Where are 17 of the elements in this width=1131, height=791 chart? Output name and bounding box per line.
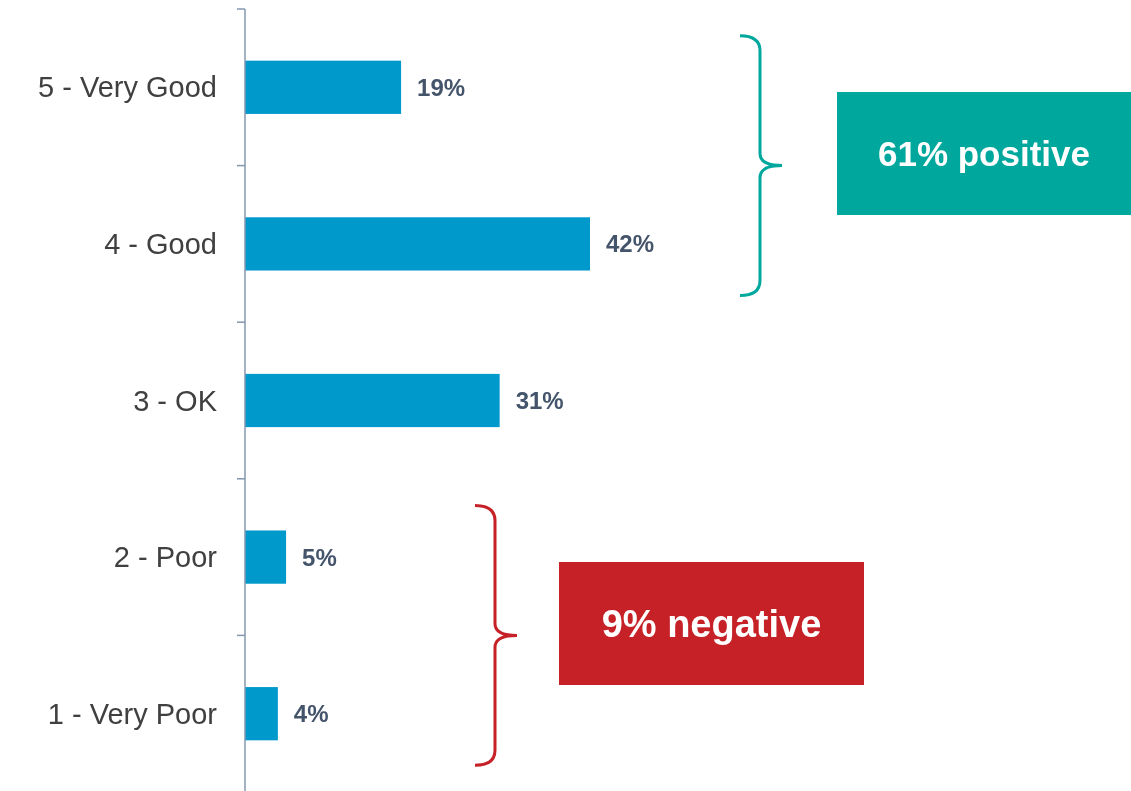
y-tick-label: 5 - Very Good [38,71,217,104]
bar [245,530,287,584]
bar [245,373,500,428]
data-label: 4% [293,700,329,728]
data-label: 19% [417,73,466,101]
text: 9% negative [601,602,822,645]
data-label: 5% [302,543,337,571]
data-label: 31% [515,387,564,414]
data-label: 42% [606,230,655,258]
y-tick-label: 3 - OK [133,384,218,417]
bar [245,687,278,741]
bar [245,60,402,114]
text: 61% positive [877,134,1091,173]
y-tick-label: 1 - Very Poor [47,697,218,730]
y-tick-label: 2 - Poor [113,541,218,574]
y-tick-label: 4 - Good [104,227,217,260]
bar [245,217,590,271]
